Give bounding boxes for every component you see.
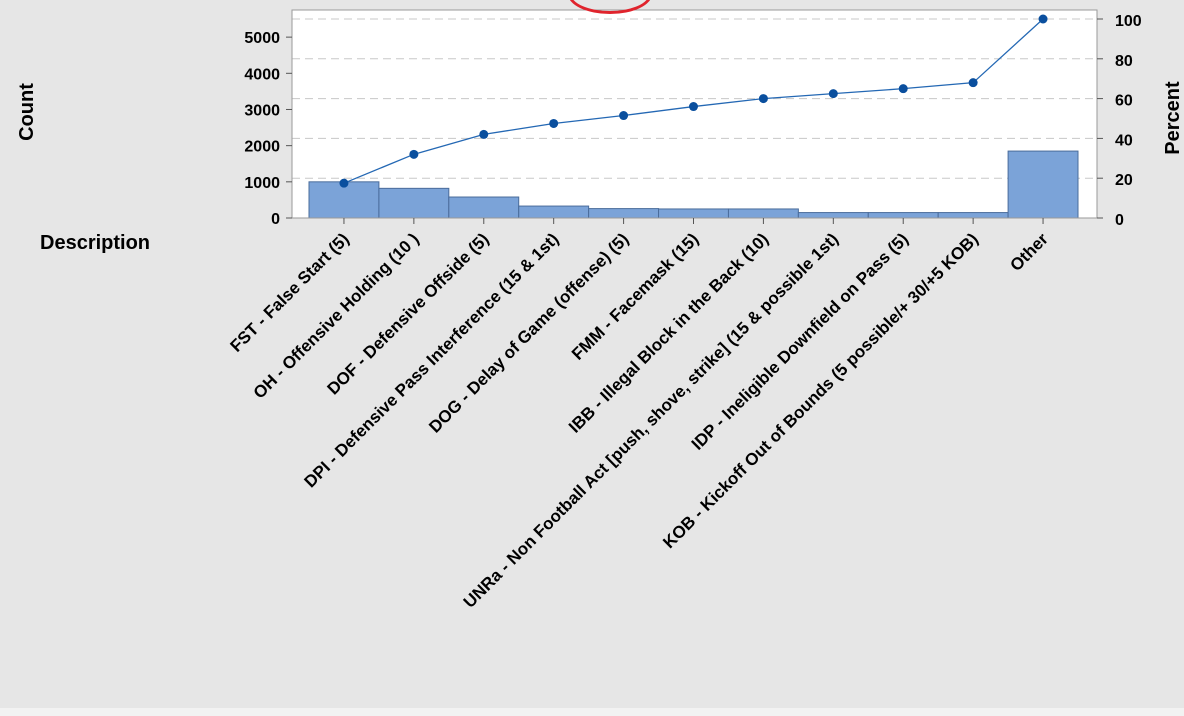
bar: [797, 212, 869, 219]
axes: 0 1000 2000 3000 4000 5000 0 20 40 60 80 100: [244, 9, 1142, 229]
y-tick-label-left: 3000: [244, 102, 280, 119]
x-tick-label: Other: [1006, 229, 1052, 275]
plot-frame: [291, 9, 1098, 219]
bar: [727, 208, 799, 219]
bar: [518, 205, 590, 219]
y-axis-title-right: Percent: [1162, 81, 1184, 155]
plot-area: [292, 10, 1097, 218]
bar: [448, 196, 520, 219]
x-tick-label: KOB - Kickoff Out of Bounds (5 possible/…: [659, 229, 982, 552]
cumulative-point: [898, 84, 908, 94]
x-axis-title: Description: [40, 232, 150, 254]
y-tick-label-left: 0: [271, 211, 280, 228]
y-tick-label-left: 5000: [244, 30, 280, 47]
cumulative-point: [758, 94, 768, 104]
y-tick-label-left: 1000: [244, 175, 280, 192]
footer-strip: [0, 708, 1184, 716]
bar: [658, 208, 729, 219]
bar: [937, 212, 1009, 219]
bar: [867, 212, 939, 219]
bar: [588, 208, 660, 219]
gridlines: [292, 18, 1097, 179]
y-tick-label-right: 100: [1115, 13, 1142, 30]
cumulative-point: [339, 178, 349, 188]
cumulative-point: [549, 118, 559, 128]
bar: [308, 181, 380, 219]
x-tick-label: DPI - Defensive Pass Interference (15 & …: [301, 229, 563, 491]
cumulative-point: [689, 102, 698, 112]
cumulative-point: [1038, 14, 1048, 24]
cumulative-point: [968, 78, 978, 88]
y-tick-label-right: 80: [1115, 53, 1133, 70]
y-tick-label-right: 40: [1115, 132, 1133, 149]
cumulative-point: [619, 111, 629, 121]
y-tick-label-right: 0: [1115, 212, 1124, 229]
bars: [308, 150, 1079, 219]
x-tick-label: FST - False Start (5): [226, 229, 352, 355]
axis-labels: FST - False Start (5)OH - Offensive Hold…: [226, 229, 1052, 612]
cumulative-point: [409, 149, 419, 159]
y-tick-label-right: 60: [1115, 93, 1133, 110]
x-tick-label: FMM - Facemask (15): [568, 229, 702, 363]
cumulative-line: [339, 14, 1048, 188]
y-axis-title-left: Count: [16, 83, 38, 141]
cumulative-point: [479, 129, 489, 139]
y-tick-label-left: 2000: [244, 139, 280, 156]
cumulative-point: [828, 89, 838, 99]
y-tick-label-left: 4000: [244, 66, 280, 83]
bar: [378, 187, 450, 219]
y-tick-label-right: 20: [1115, 172, 1133, 189]
bar: [1007, 150, 1079, 219]
